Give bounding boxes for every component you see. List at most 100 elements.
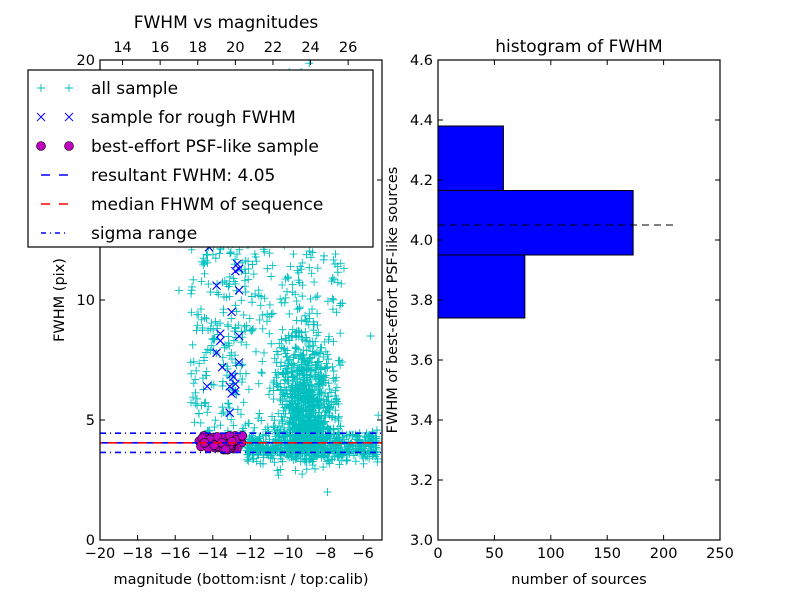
all-sample-point [189, 379, 198, 388]
all-sample-point [188, 340, 197, 349]
all-sample-point [307, 380, 316, 389]
all-sample-point [260, 247, 269, 256]
all-sample-point [324, 335, 333, 344]
all-sample-point [344, 437, 353, 446]
all-sample-point [258, 357, 267, 366]
all-sample-point [241, 282, 250, 291]
all-sample-point [219, 360, 228, 369]
legend-label: all sample [91, 79, 178, 99]
histogram-plot: histogram of FWHM 0 50 100 150 200 250 3.0 3.2… [385, 37, 734, 588]
all-sample-point [328, 362, 337, 371]
all-sample-point [257, 292, 266, 301]
all-sample-point [203, 251, 212, 260]
all-sample-point [308, 305, 317, 314]
all-sample-point [292, 297, 301, 306]
all-sample-point [232, 307, 241, 316]
all-sample-point [211, 416, 220, 425]
all-sample-point [258, 311, 267, 320]
all-sample-point [321, 411, 330, 420]
all-sample-point [293, 305, 302, 314]
all-sample-point [254, 379, 263, 388]
all-sample-point [307, 394, 316, 403]
all-sample-point [268, 454, 277, 463]
all-sample-point [329, 295, 338, 304]
all-sample-point [326, 404, 335, 413]
all-sample-point [200, 269, 209, 278]
all-sample-point [291, 290, 300, 299]
legend-entry: all sample [37, 79, 178, 99]
all-sample-point [191, 399, 200, 408]
all-sample-point [245, 419, 254, 428]
histogram-x-ticks: 0 50 100 150 200 250 [433, 60, 734, 562]
all-sample-point [237, 296, 246, 305]
all-sample-point [197, 277, 206, 286]
all-sample-point [218, 381, 227, 390]
all-sample-point [320, 337, 329, 346]
all-sample-point [226, 249, 235, 258]
all-sample-point [241, 269, 250, 278]
all-sample-point [319, 463, 328, 472]
all-sample-point [218, 403, 227, 412]
all-sample-point [319, 372, 328, 381]
all-sample-point [281, 430, 290, 439]
all-sample-point [195, 359, 204, 368]
all-sample-point [312, 396, 321, 405]
all-sample-point [332, 433, 341, 442]
all-sample-point [283, 376, 292, 385]
all-sample-point [196, 418, 205, 427]
y-tick-label: 5 [86, 413, 95, 429]
rough-fwhm-point [234, 358, 244, 367]
all-sample-point [230, 327, 239, 336]
all-sample-point [333, 452, 342, 461]
all-sample-point [303, 422, 312, 431]
all-sample-point [278, 325, 287, 334]
all-sample-point [274, 471, 283, 480]
all-sample-point [227, 415, 236, 424]
all-sample-point [309, 326, 318, 335]
all-sample-point [258, 369, 267, 378]
all-sample-point [317, 371, 326, 380]
all-sample-point [218, 353, 227, 362]
all-sample-point [298, 470, 307, 479]
all-sample-point [321, 434, 330, 443]
all-sample-point [290, 433, 299, 442]
all-sample-point [336, 449, 345, 458]
all-sample-point [270, 416, 279, 425]
all-sample-point [275, 421, 284, 430]
x-tick-label: −14 [197, 546, 228, 562]
all-sample-point [247, 326, 256, 335]
all-sample-point [311, 293, 320, 302]
all-sample-point [219, 292, 228, 301]
all-sample-point [286, 262, 295, 271]
all-sample-point [298, 292, 307, 301]
all-sample-point [289, 410, 298, 419]
all-sample-point [251, 290, 260, 299]
all-sample-point [194, 310, 203, 319]
all-sample-point [313, 321, 322, 330]
all-sample-point [186, 398, 195, 407]
all-sample-point [267, 339, 276, 348]
all-sample-point [302, 346, 311, 355]
all-sample-point [306, 437, 315, 446]
all-sample-point [292, 454, 301, 463]
all-sample-point [342, 432, 351, 441]
all-sample-point [310, 464, 319, 473]
all-sample-point [328, 294, 337, 303]
rough-fwhm-point [227, 307, 236, 317]
scatter-top-ticks: 14 16 18 20 22 24 26 [113, 40, 357, 65]
all-sample-point [272, 373, 281, 382]
all-sample-point [368, 452, 377, 460]
all-sample-point [310, 349, 319, 358]
y-tick-label: 4.4 [410, 113, 433, 129]
all-sample-point [305, 354, 314, 363]
all-sample-point [316, 434, 325, 443]
all-sample-point [334, 428, 343, 437]
all-sample-point [298, 258, 307, 267]
all-sample-point [244, 275, 253, 284]
all-sample-point [244, 453, 253, 462]
all-sample-point [294, 268, 303, 277]
legend-entry: best-effort PSF-like sample [36, 137, 319, 157]
all-sample-point [239, 398, 248, 407]
all-sample-point [204, 280, 213, 289]
x-tick-label: 250 [706, 546, 734, 562]
